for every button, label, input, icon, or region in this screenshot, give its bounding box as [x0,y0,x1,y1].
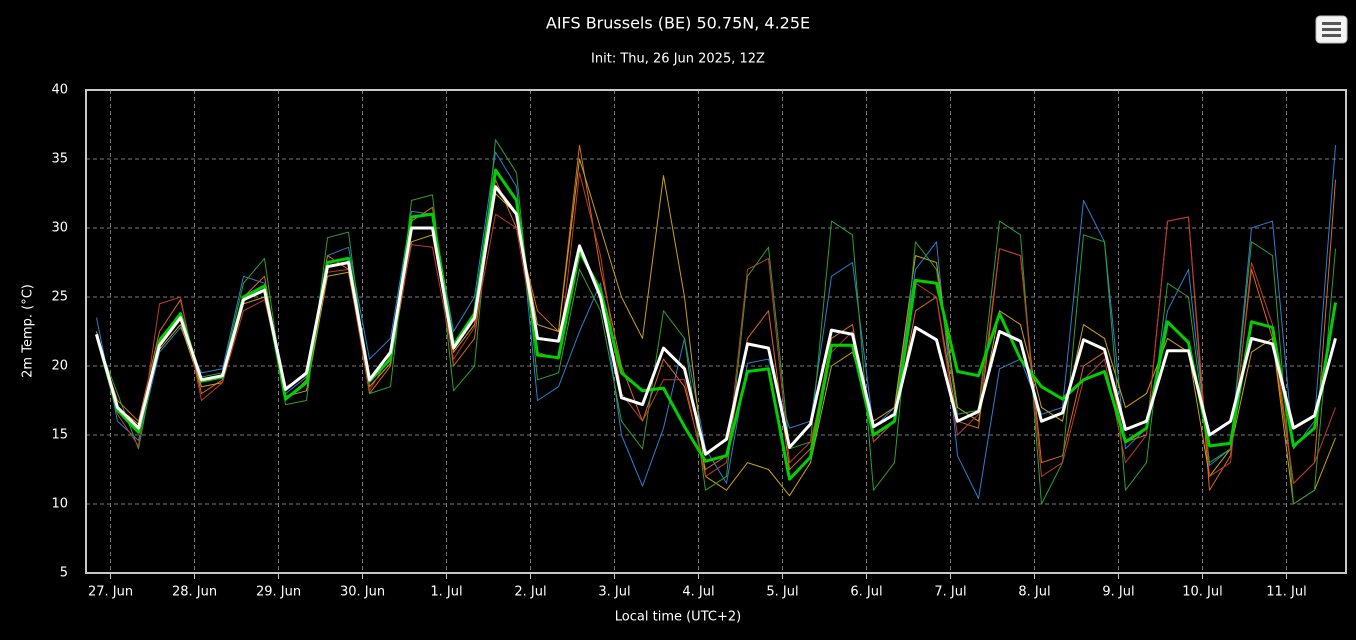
series-line [96,145,1336,499]
plot-border [85,89,1347,574]
x-tick-label: 30. Jun [340,585,385,600]
x-tick-label: 9. Jul [1102,585,1134,600]
x-tick-label: 4. Jul [682,585,714,600]
y-tick-label: 5 [60,566,68,581]
x-tick-label: 8. Jul [1018,585,1050,600]
menu-icon-bar [1322,28,1341,31]
x-tick-label: 2. Jul [514,585,546,600]
x-axis-label: Local time (UTC+2) [615,610,741,625]
series-line [96,139,1336,505]
x-tick-label: 3. Jul [598,585,630,600]
x-tick-label: 29. Jun [256,585,301,600]
tick-labels: 5 10 15 20 25 30 35 40 27. Jun 28. Jun 29. Jun 30. … [51,83,1306,600]
y-tick-label: 20 [51,359,68,374]
x-tick-label: 5. Jul [766,585,798,600]
chart-title: AIFS Brussels (BE) 50.75N, 4.25E [546,14,810,33]
y-tick-label: 30 [51,221,68,236]
menu-icon-bar [1322,22,1341,25]
y-tick-label: 40 [51,83,68,98]
plot-lines [95,139,1337,505]
x-tick-label: 28. Jun [172,585,217,600]
x-tick-label: 6. Jul [850,585,882,600]
series-line [95,168,1337,481]
chart-subtitle: Init: Thu, 26 Jun 2025, 12Z [591,52,765,67]
x-tick-label: 27. Jun [88,585,133,600]
y-tick-label: 15 [51,428,68,443]
x-tick-label: 7. Jul [934,585,966,600]
y-tick-label: 25 [51,290,68,305]
menu-icon-bar [1322,34,1341,37]
x-tick-label: 11. Jul [1266,585,1307,600]
y-tick-label: 35 [51,152,68,167]
y-tick-label: 10 [51,497,68,512]
y-axis-label: 2m Temp. (°C) [21,284,36,378]
menu-button[interactable] [1315,15,1348,44]
series-line [95,185,1337,456]
x-tick-label: 1. Jul [430,585,462,600]
x-tick-label: 10. Jul [1182,585,1223,600]
